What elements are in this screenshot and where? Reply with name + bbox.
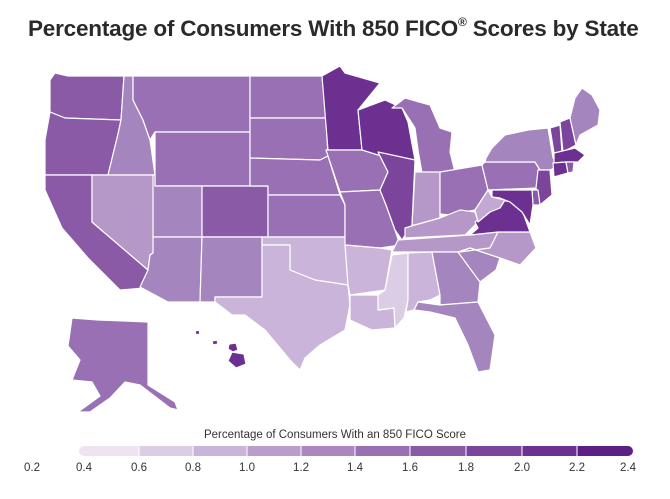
- state-wv: [474, 189, 506, 223]
- state-il: [377, 151, 416, 241]
- legend-bar-cap: [79, 446, 89, 456]
- legend-tick-label: 2.0: [514, 462, 530, 474]
- legend-tick-label: 1.6: [402, 462, 418, 474]
- legend-title: Percentage of Consumers With an 850 FICO…: [203, 429, 467, 441]
- chart-title: Percentage of Consumers With 850 FICO® S…: [28, 14, 639, 42]
- legend-tick-label: 0.4: [76, 462, 92, 474]
- legend-swatch: [139, 446, 194, 456]
- state-fl: [413, 301, 496, 373]
- legend-tick-label: 1.8: [458, 462, 474, 474]
- state-tx: [214, 244, 351, 371]
- legend-swatch: [577, 446, 629, 456]
- legend-swatch: [355, 446, 411, 456]
- state-hi-big-island: [227, 351, 247, 369]
- state-md: [491, 189, 534, 226]
- legend-tick-label: 1.2: [293, 462, 309, 474]
- legend-swatch: [410, 446, 467, 456]
- state-ri: [565, 161, 575, 174]
- state-wi: [357, 99, 416, 161]
- registered-mark: ®: [458, 14, 467, 29]
- legend-tick-label: 0.6: [131, 462, 147, 474]
- legend-tick-label: 1.0: [239, 462, 255, 474]
- state-mi: [391, 97, 456, 174]
- state-hi-kauai-island: [194, 329, 201, 336]
- legend-bar-cap: [623, 446, 633, 456]
- legend-swatch: [247, 446, 302, 456]
- legend-swatch: [466, 446, 523, 456]
- state-nj: [535, 169, 553, 206]
- state-hi-maui-island: [227, 342, 239, 353]
- legend-swatch: [193, 446, 248, 456]
- legend-swatch: [522, 446, 578, 456]
- us-choropleth-map: [44, 65, 601, 413]
- state-hi-oahu-island: [211, 339, 219, 346]
- state-nc: [459, 231, 537, 266]
- state-me: [569, 87, 601, 146]
- legend-tick-label: 0.8: [185, 462, 201, 474]
- legend-tick-label: 1.4: [347, 462, 363, 474]
- legend-tick-label: 0.2: [24, 462, 40, 474]
- state-ak: [67, 317, 179, 413]
- legend-swatch: [84, 446, 140, 456]
- legend-swatch: [301, 446, 356, 456]
- legend-tick-label: 2.2: [569, 462, 585, 474]
- legend-tick-label: 2.4: [620, 462, 636, 474]
